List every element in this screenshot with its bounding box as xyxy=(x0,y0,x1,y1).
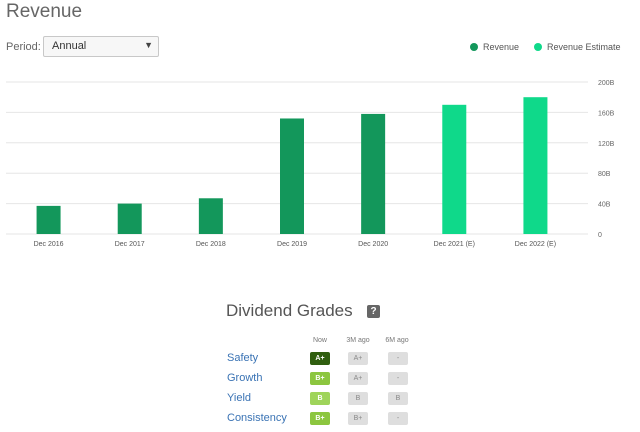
legend-item-revenue-estimate[interactable]: Revenue Estimate xyxy=(534,42,621,52)
x-tick-label: Dec 2016 xyxy=(34,241,64,248)
x-tick-label: Dec 2022 (E) xyxy=(515,241,556,248)
grade-badge-consistency-6m: - xyxy=(388,412,408,425)
grade-badge-consistency-3m: B+ xyxy=(348,412,368,425)
x-tick-label: Dec 2019 xyxy=(277,241,307,248)
grade-badge-growth-now: B+ xyxy=(310,372,330,385)
grade-row-label-safety[interactable]: Safety xyxy=(227,352,259,364)
x-tick-label: Dec 2018 xyxy=(196,241,226,248)
grade-row-label-yield[interactable]: Yield xyxy=(227,392,252,404)
grade-badge-safety-now: A+ xyxy=(310,352,330,365)
grade-badge-yield-6m: B xyxy=(388,392,408,405)
chevron-down-icon: ▼ xyxy=(144,40,153,50)
y-tick-label: 40B xyxy=(598,202,611,209)
grade-badge-yield-now: B xyxy=(310,392,330,405)
y-tick-label: 0 xyxy=(598,232,602,239)
y-tick-label: 160B xyxy=(598,110,615,117)
grade-badge-growth-6m: - xyxy=(388,372,408,385)
column-header-3m-ago: 3M ago xyxy=(346,337,370,344)
revenue-dot-icon xyxy=(470,43,478,51)
revenue-estimate-dot-icon xyxy=(534,43,542,51)
bar-dec-2016[interactable] xyxy=(36,205,61,234)
grade-row-label-growth[interactable]: Growth xyxy=(227,372,263,384)
x-tick-label: Dec 2020 xyxy=(358,241,388,248)
y-tick-label: 80B xyxy=(598,171,611,178)
period-label: Period: xyxy=(6,41,41,53)
grade-badge-consistency-now: B+ xyxy=(310,412,330,425)
grade-badge-safety-3m: A+ xyxy=(348,352,368,365)
bar-dec-2019[interactable] xyxy=(280,118,304,234)
help-icon[interactable]: ? xyxy=(367,305,380,318)
column-header-now: Now xyxy=(312,337,327,344)
grade-badge-yield-3m: B xyxy=(348,392,368,405)
legend-label-revenue-estimate: Revenue Estimate xyxy=(547,42,621,52)
legend-label-revenue: Revenue xyxy=(483,42,520,52)
period-select[interactable]: Annual ▼ xyxy=(43,36,159,57)
bar-dec-2020[interactable] xyxy=(361,113,386,234)
bar-dec-2018[interactable] xyxy=(198,198,223,234)
dividend-grades-title: Dividend Grades xyxy=(226,301,353,320)
grade-row-label-consistency[interactable]: Consistency xyxy=(227,412,287,424)
bar-dec-2022-e[interactable] xyxy=(523,97,548,234)
y-tick-label: 120B xyxy=(598,141,615,148)
grade-badge-safety-6m: - xyxy=(388,352,408,365)
y-tick-label: 200B xyxy=(598,80,615,87)
page-title: Revenue xyxy=(6,1,83,22)
x-tick-label: Dec 2021 (E) xyxy=(434,241,475,248)
grade-badge-growth-3m: A+ xyxy=(348,372,368,385)
revenue-chart: 0 40B 80B 120B 160B 200B Dec 2016 Dec 2017 Dec 2… xyxy=(6,80,615,248)
x-tick-label: Dec 2017 xyxy=(115,241,145,248)
legend-item-revenue[interactable]: Revenue xyxy=(470,42,519,52)
bar-dec-2021-e[interactable] xyxy=(442,104,467,234)
period-select-value: Annual xyxy=(52,40,87,52)
column-header-6m-ago: 6M ago xyxy=(385,337,409,344)
bar-dec-2017[interactable] xyxy=(117,203,142,234)
